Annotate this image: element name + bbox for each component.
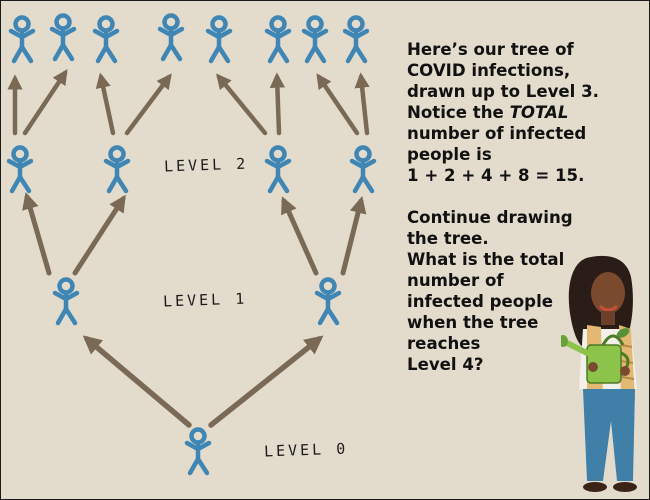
infection-tree-diagram <box>1 1 401 499</box>
intro-line: people is <box>407 145 492 164</box>
arrow <box>340 196 367 276</box>
person-icon <box>9 148 31 192</box>
question-line: reaches <box>407 334 481 353</box>
question-paragraph: Continue drawing the tree. What is the t… <box>407 207 643 375</box>
intro-line: Notice the <box>407 103 510 122</box>
arrow <box>208 335 324 428</box>
arrow <box>269 72 286 136</box>
person-icon <box>267 148 289 192</box>
person-icon <box>55 280 77 324</box>
arrow <box>216 73 268 136</box>
arrow <box>95 72 116 136</box>
person-icon <box>352 148 374 192</box>
person-icon <box>95 18 117 62</box>
intro-paragraph: Here’s our tree of COVID infections, dra… <box>407 39 643 186</box>
question-line: the tree. <box>407 229 489 248</box>
instructions-text: Here’s our tree of COVID infections, dra… <box>407 39 643 375</box>
person-icon <box>52 16 74 60</box>
question-line: infected people <box>407 292 554 311</box>
level-0-people <box>187 430 209 474</box>
person-icon <box>11 18 33 62</box>
level-1-label: LEVEL 1 <box>162 289 248 311</box>
person-icon <box>160 16 182 60</box>
person-icon <box>317 280 339 324</box>
question-line: Level 4? <box>407 355 484 374</box>
watering-can-icon <box>561 334 630 384</box>
arrow <box>22 192 52 276</box>
arrow <box>316 73 360 136</box>
person-icon <box>106 148 128 192</box>
intro-line: number of infected <box>407 124 587 143</box>
person-icon <box>345 18 367 62</box>
arrows-level-1-to-2 <box>22 192 367 276</box>
intro-line: drawn up to Level 3. <box>407 82 599 101</box>
person-icon <box>304 18 326 62</box>
sum-equation: 1 + 2 + 4 + 8 = 15. <box>407 166 585 185</box>
total-emphasis: TOTAL <box>509 103 569 122</box>
intro-line: Here’s our tree of <box>407 40 574 59</box>
question-line: Continue drawing <box>407 208 573 227</box>
arrow <box>124 73 172 136</box>
intro-line: COVID infections, <box>407 61 571 80</box>
person-icon <box>187 430 209 474</box>
person-icon <box>208 18 230 62</box>
arrows-level-0-to-1 <box>82 335 324 428</box>
question-line: number of <box>407 271 504 290</box>
arrow <box>281 196 319 276</box>
level-0-label: LEVEL 0 <box>263 439 349 461</box>
question-line: when the tree <box>407 313 539 332</box>
arrow <box>354 72 370 136</box>
arrow <box>82 335 192 428</box>
arrow <box>72 194 126 276</box>
arrows-level-2-to-3 <box>7 69 370 136</box>
level-3-people <box>11 16 367 62</box>
question-line: What is the total <box>407 250 565 269</box>
level-2-label: LEVEL 2 <box>163 154 249 176</box>
teacher-with-watering-can-illustration <box>561 255 637 492</box>
person-icon <box>267 18 289 62</box>
arrow <box>22 69 68 136</box>
